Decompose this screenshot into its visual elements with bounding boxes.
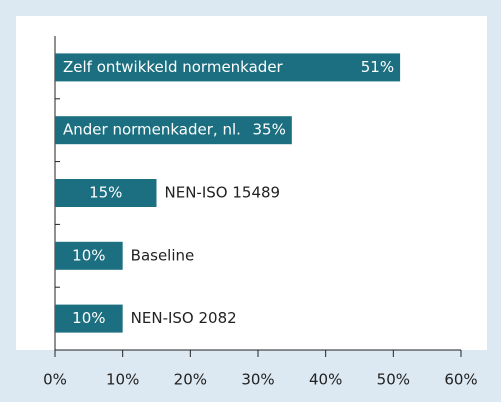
bar [55, 53, 401, 82]
value-label: 10% [72, 309, 105, 327]
x-tick-label: 10% [106, 371, 139, 389]
category-label: Ander normenkader, nl. [63, 121, 241, 139]
x-tick-label: 50% [377, 371, 410, 389]
x-tick-label: 30% [241, 371, 274, 389]
bar [55, 241, 123, 270]
category-label: NEN-ISO 2082 [131, 309, 237, 327]
category-label: Zelf ontwikkeld normenkader [63, 58, 284, 76]
value-label: 15% [89, 184, 122, 202]
bar [55, 304, 123, 333]
category-label: NEN-ISO 15489 [165, 184, 281, 202]
value-label: 10% [72, 246, 105, 264]
value-label: 51% [361, 58, 394, 76]
category-label: Baseline [131, 246, 195, 264]
x-tick-label: 0% [43, 371, 67, 389]
value-label: 35% [252, 121, 285, 139]
x-tick-label: 20% [174, 371, 207, 389]
bar [55, 116, 292, 145]
x-tick-label: 60% [444, 371, 477, 389]
x-tick-label: 40% [309, 371, 342, 389]
bar [55, 179, 157, 207]
